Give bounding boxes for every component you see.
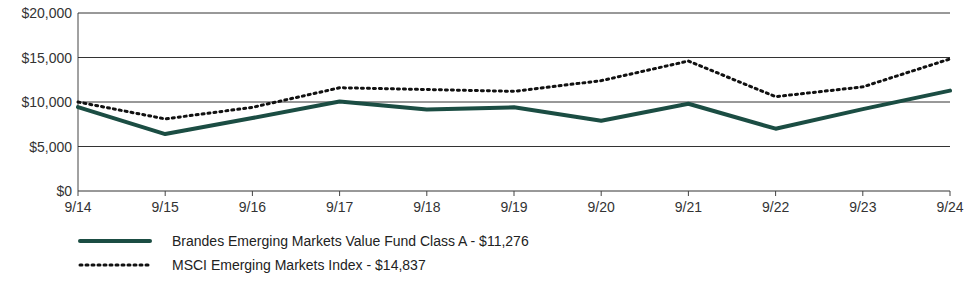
legend-label: MSCI Emerging Markets Index - $14,837 xyxy=(172,257,426,273)
x-tick-label: 9/17 xyxy=(326,199,353,215)
x-tick xyxy=(775,191,776,196)
x-tick-label: 9/21 xyxy=(675,199,702,215)
x-tick-label: 9/14 xyxy=(64,199,91,215)
x-tick xyxy=(688,191,689,196)
x-tick xyxy=(514,191,515,196)
legend-swatch xyxy=(80,239,150,243)
series-line xyxy=(78,91,950,134)
x-tick-label: 9/15 xyxy=(152,199,179,215)
x-tick-label: 9/22 xyxy=(762,199,789,215)
x-tick-label: 9/18 xyxy=(413,199,440,215)
x-tick xyxy=(165,191,166,196)
y-tick-label: $5,000 xyxy=(29,139,72,155)
legend-swatch xyxy=(80,264,150,267)
x-tick xyxy=(950,191,951,196)
chart-container: $0 $5,000 $10,000 $15,000 $20,000 9/14 9/15 9/1… xyxy=(0,0,975,281)
grid-line xyxy=(78,57,950,58)
y-tick-label: $10,000 xyxy=(21,94,72,110)
legend-label: Brandes Emerging Markets Value Fund Clas… xyxy=(172,233,529,249)
x-tick-label: 9/23 xyxy=(849,199,876,215)
chart-svg: $0 $5,000 $10,000 $15,000 $20,000 9/14 9/15 9/1… xyxy=(0,0,975,281)
y-tick-label: $0 xyxy=(56,183,72,199)
x-tick-label: 9/19 xyxy=(500,199,527,215)
x-tick xyxy=(78,191,79,196)
x-tick-label: 9/24 xyxy=(936,199,963,215)
x-tick-label: 9/20 xyxy=(588,199,615,215)
x-tick xyxy=(862,191,863,196)
x-tick-label: 9/16 xyxy=(239,199,266,215)
plot-lines xyxy=(78,59,950,134)
y-tick-label: $15,000 xyxy=(21,50,72,66)
x-tick xyxy=(252,191,253,196)
x-tick xyxy=(339,191,340,196)
series-line xyxy=(78,59,950,119)
grid-line xyxy=(78,146,950,147)
grid-line xyxy=(78,13,950,14)
x-tick xyxy=(426,191,427,196)
grid-line xyxy=(78,102,950,103)
y-tick-label: $20,000 xyxy=(21,5,72,21)
x-tick xyxy=(601,191,602,196)
